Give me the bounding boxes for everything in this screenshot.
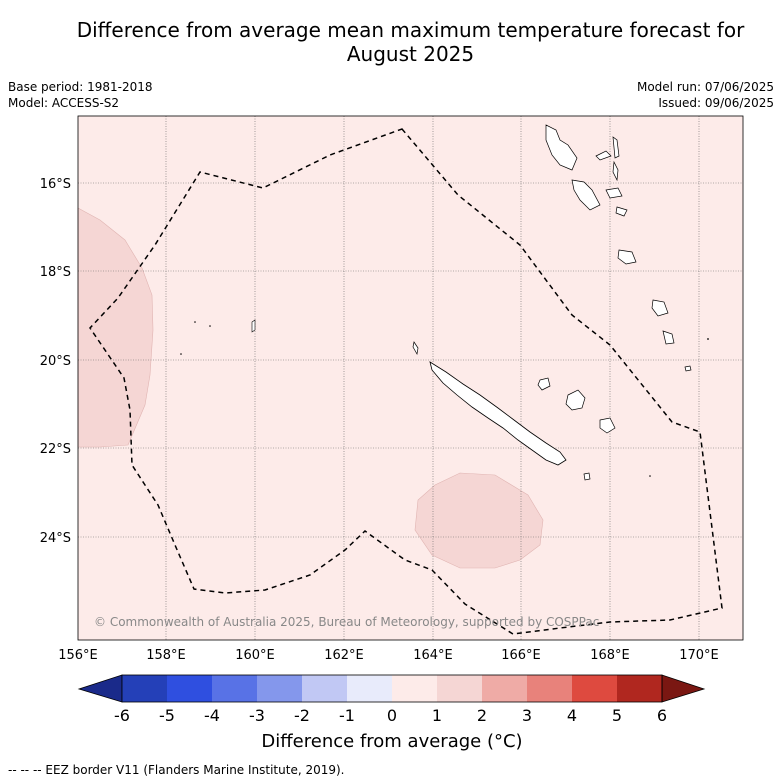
eez-border bbox=[89, 128, 723, 635]
cb-tick-p6: 6 bbox=[657, 706, 667, 725]
colorbar-segment-p5 bbox=[572, 675, 617, 702]
meta-right: Model run: 07/06/2025 Issued: 09/06/2025 bbox=[637, 79, 774, 111]
lon-label-166e: 166°E bbox=[501, 648, 541, 663]
colorbar-segment-p6 bbox=[617, 675, 662, 702]
island-belep bbox=[412, 341, 419, 356]
colorbar-extend-low bbox=[77, 674, 123, 703]
lon-labels: 156°E 158°E 160°E 162°E 164°E 166°E 168°… bbox=[58, 648, 719, 663]
island-ambrym bbox=[605, 187, 623, 199]
island-loyalty-1 bbox=[537, 377, 551, 391]
lon-label-160e: 160°E bbox=[235, 648, 275, 663]
islet-west-3 bbox=[209, 325, 211, 327]
cb-tick-n3: -3 bbox=[249, 706, 265, 725]
island-ambae bbox=[595, 150, 612, 161]
colorbar-segment-n4 bbox=[212, 675, 257, 702]
eez-legend: -- -- -- EEZ border V11 (Flanders Marine… bbox=[8, 763, 345, 777]
island-mare bbox=[599, 417, 616, 434]
cb-tick-p1: 1 bbox=[432, 706, 442, 725]
colorbar-segment-p4 bbox=[527, 675, 572, 702]
colorbar-segment-p1 bbox=[392, 675, 437, 702]
lat-label-18s: 18°S bbox=[40, 265, 71, 280]
colorbar-segment-n2 bbox=[302, 675, 347, 702]
colorbar-outline bbox=[121, 674, 663, 703]
island-espiritu-santo bbox=[545, 124, 578, 171]
lon-label-158e: 158°E bbox=[146, 648, 186, 663]
map-background bbox=[78, 116, 743, 640]
issued-date: Issued: 09/06/2025 bbox=[658, 96, 774, 110]
cb-tick-p4: 4 bbox=[567, 706, 577, 725]
islet-west-4 bbox=[180, 353, 182, 355]
island-walpole bbox=[583, 472, 591, 481]
map-frame bbox=[77, 115, 744, 641]
island-epi bbox=[615, 206, 628, 217]
island-efate bbox=[617, 249, 637, 265]
gridlines bbox=[78, 116, 743, 640]
anomaly-region-west bbox=[77, 207, 154, 448]
model-run: Model run: 07/06/2025 bbox=[636, 80, 774, 94]
colorbar-segment-n5 bbox=[167, 675, 212, 702]
colorbar-extend-high bbox=[661, 674, 706, 703]
colorbar-segment-p3 bbox=[482, 675, 527, 702]
island-erromango bbox=[651, 299, 669, 317]
islet-east-2 bbox=[649, 475, 651, 477]
cb-tick-n6: -6 bbox=[114, 706, 130, 725]
island-maewo bbox=[612, 136, 620, 159]
cb-tick-p3: 3 bbox=[522, 706, 532, 725]
lon-label-156e: 156°E bbox=[58, 648, 98, 663]
lat-label-22s: 22°S bbox=[40, 442, 71, 457]
islet-west-1 bbox=[251, 319, 256, 333]
island-malekula bbox=[571, 179, 601, 211]
lon-label-164e: 164°E bbox=[413, 648, 453, 663]
cb-tick-p2: 2 bbox=[477, 706, 487, 725]
island-tanna bbox=[662, 330, 675, 345]
lat-labels: 16°S 18°S 20°S 22°S 24°S bbox=[40, 177, 71, 546]
title-line-1: Difference from average mean maximum tem… bbox=[76, 18, 745, 42]
island-new-caledonia bbox=[429, 361, 567, 466]
anomaly-region-south bbox=[414, 472, 544, 569]
island-lifou bbox=[565, 389, 586, 411]
title-line-2: August 2025 bbox=[346, 42, 475, 66]
lon-label-162e: 162°E bbox=[324, 648, 364, 663]
cb-tick-0: 0 bbox=[387, 706, 397, 725]
lat-label-20s: 20°S bbox=[40, 354, 71, 369]
meta-left: Base period: 1981-2018 Model: ACCESS-S2 bbox=[8, 79, 153, 111]
cb-tick-n2: -2 bbox=[294, 706, 310, 725]
lon-label-170e: 170°E bbox=[679, 648, 719, 663]
cb-tick-p5: 5 bbox=[612, 706, 622, 725]
cb-tick-n5: -5 bbox=[159, 706, 175, 725]
base-period: Base period: 1981-2018 bbox=[8, 80, 153, 94]
colorbar-ticks: -6 -5 -4 -3 -2 -1 0 1 2 3 4 5 6 bbox=[114, 706, 667, 725]
lon-label-168e: 168°E bbox=[590, 648, 630, 663]
colorbar-segment-n3 bbox=[257, 675, 302, 702]
colorbar: -6 -5 -4 -3 -2 -1 0 1 2 3 4 5 6 bbox=[77, 674, 706, 725]
island-pentecost bbox=[612, 160, 619, 182]
cb-tick-n4: -4 bbox=[204, 706, 220, 725]
lat-label-16s: 16°S bbox=[40, 177, 71, 192]
islet-east-1 bbox=[707, 338, 709, 340]
cb-tick-n1: -1 bbox=[339, 706, 355, 725]
colorbar-segment-n6 bbox=[122, 675, 167, 702]
lat-label-24s: 24°S bbox=[40, 531, 71, 546]
colorbar-label: Difference from average (°C) bbox=[261, 731, 523, 752]
map-title: Difference from average mean maximum tem… bbox=[40, 18, 781, 66]
colorbar-segment-n1 bbox=[347, 675, 392, 702]
colorbar-segment-p2 bbox=[437, 675, 482, 702]
islet-west-2 bbox=[194, 321, 196, 323]
island-aneityum bbox=[684, 365, 692, 372]
model-name: Model: ACCESS-S2 bbox=[8, 96, 120, 110]
map-copyright: © Commonwealth of Australia 2025, Bureau… bbox=[94, 615, 599, 629]
